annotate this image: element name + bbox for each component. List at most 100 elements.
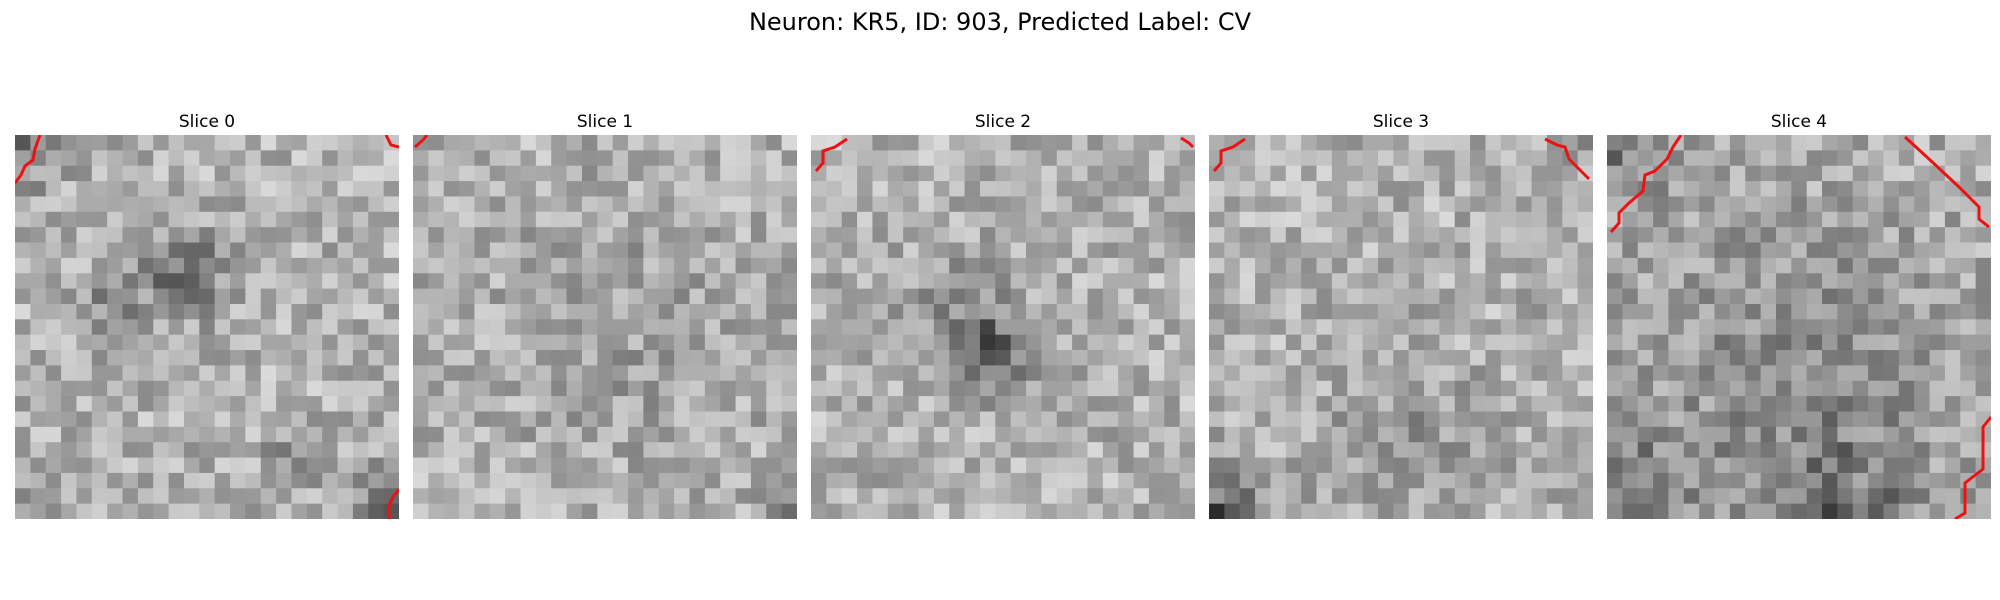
voxel <box>383 227 399 243</box>
voxel <box>1975 257 1991 274</box>
voxel <box>1929 380 1946 397</box>
voxel <box>1760 135 1777 151</box>
voxel <box>1837 165 1854 182</box>
voxel <box>1577 350 1593 366</box>
voxel <box>1914 472 1930 489</box>
voxel <box>91 288 108 305</box>
voxel <box>1224 135 1241 151</box>
voxel <box>1347 503 1363 519</box>
voxel <box>214 503 231 519</box>
voxel <box>383 211 399 228</box>
voxel <box>322 257 338 274</box>
voxel <box>230 211 246 228</box>
voxel <box>1791 303 1808 320</box>
voxel <box>1944 319 1961 336</box>
voxel <box>45 227 62 243</box>
voxel <box>45 365 62 382</box>
voxel <box>474 242 491 259</box>
voxel <box>1270 135 1287 151</box>
voxel <box>643 181 660 197</box>
voxel <box>1454 350 1471 366</box>
voxel <box>245 211 262 228</box>
voxel <box>1026 196 1042 213</box>
voxel <box>918 488 935 505</box>
voxel <box>1837 380 1854 397</box>
voxel <box>30 426 47 443</box>
voxel <box>995 181 1012 197</box>
voxel <box>1837 365 1854 382</box>
voxel <box>704 457 721 474</box>
voxel <box>489 257 506 274</box>
voxel <box>61 472 77 489</box>
voxel <box>1714 273 1731 289</box>
voxel <box>1041 396 1058 412</box>
voxel <box>1729 150 1746 167</box>
voxel <box>1331 165 1348 182</box>
voxel <box>1087 488 1104 505</box>
voxel <box>658 442 675 458</box>
voxel <box>1914 350 1930 366</box>
voxel <box>168 165 185 182</box>
voxel <box>183 150 200 167</box>
voxel <box>1087 257 1104 274</box>
voxel <box>1929 334 1946 351</box>
voxel <box>1316 196 1333 213</box>
voxel <box>183 288 200 305</box>
voxel <box>1056 227 1073 243</box>
voxel <box>1546 181 1563 197</box>
voxel <box>1960 257 1977 274</box>
voxel <box>520 396 537 412</box>
voxel <box>505 165 521 182</box>
voxel <box>505 457 521 474</box>
voxel <box>597 503 614 519</box>
voxel <box>1148 350 1165 366</box>
voxel <box>551 273 567 289</box>
voxel <box>1914 488 1930 505</box>
voxel <box>489 303 506 320</box>
voxel <box>826 303 843 320</box>
voxel <box>1516 150 1532 167</box>
voxel <box>1454 227 1471 243</box>
voxel <box>1699 257 1715 274</box>
voxel <box>1362 288 1379 305</box>
voxel <box>1377 472 1394 489</box>
voxel <box>1546 150 1563 167</box>
voxel <box>1454 334 1471 351</box>
voxel <box>887 457 904 474</box>
voxel <box>276 334 292 351</box>
voxel <box>1883 396 1900 412</box>
voxel <box>1224 442 1241 458</box>
voxel <box>1102 319 1119 336</box>
voxel <box>474 165 491 182</box>
voxel <box>1944 288 1961 305</box>
voxel <box>1546 442 1563 458</box>
voxel <box>61 196 77 213</box>
voxel <box>1087 457 1104 474</box>
voxel <box>1133 135 1150 151</box>
voxel <box>597 303 614 320</box>
voxel <box>137 257 154 274</box>
voxel <box>535 211 552 228</box>
voxel <box>1699 411 1715 428</box>
voxel <box>1056 288 1073 305</box>
voxel <box>872 303 889 320</box>
voxel <box>735 488 752 505</box>
voxel <box>887 165 904 182</box>
voxel <box>979 350 996 366</box>
voxel <box>91 334 108 351</box>
voxel <box>214 380 231 397</box>
voxel <box>826 457 843 474</box>
voxel <box>979 227 996 243</box>
voxel <box>1224 365 1241 382</box>
voxel <box>918 135 935 151</box>
voxel <box>612 181 629 197</box>
voxel <box>260 426 277 443</box>
voxel <box>1331 273 1348 289</box>
voxel <box>443 150 460 167</box>
voxel <box>276 257 292 274</box>
voxel <box>1239 334 1256 351</box>
voxel <box>1822 472 1838 489</box>
voxel <box>643 211 660 228</box>
voxel <box>1454 457 1471 474</box>
voxel <box>826 135 843 151</box>
